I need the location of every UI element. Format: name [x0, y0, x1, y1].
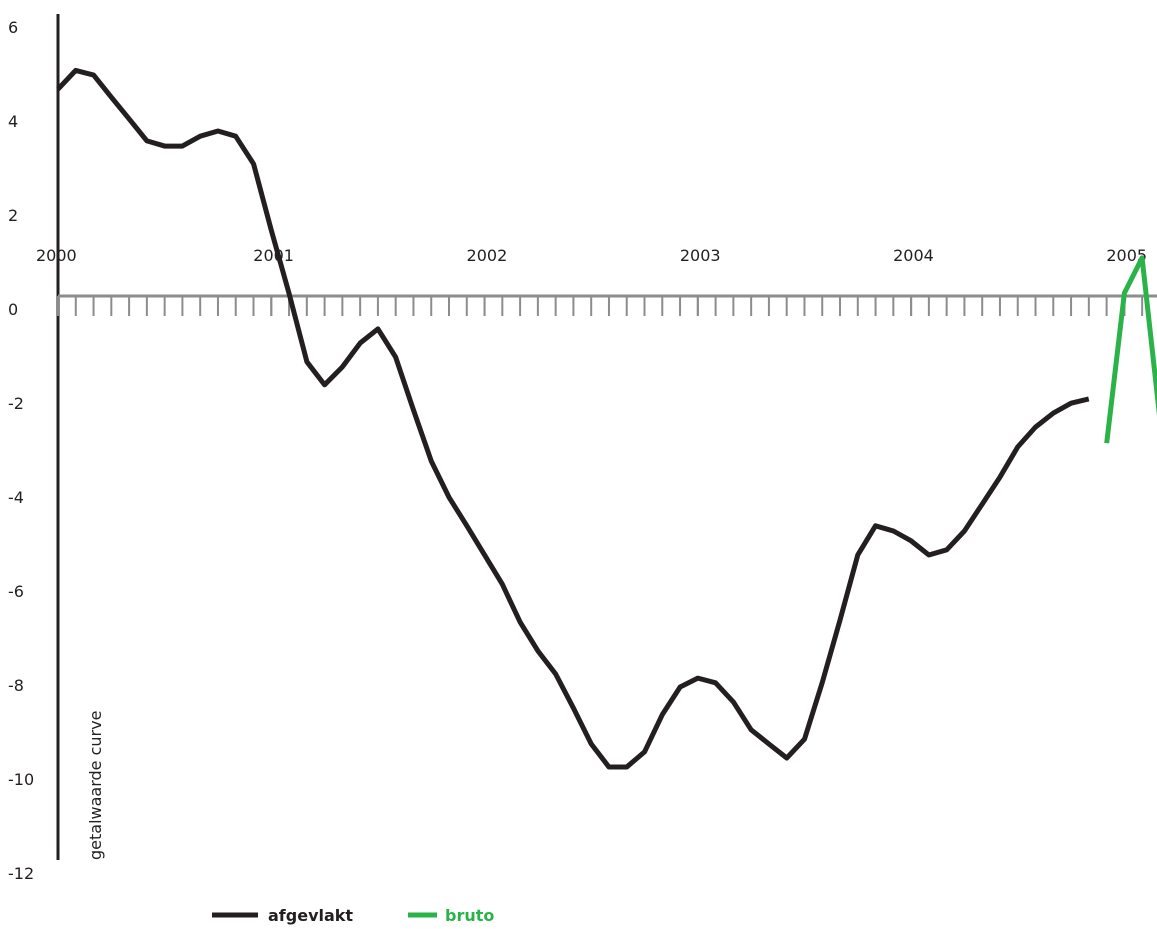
- x-tick-label: 2004: [893, 246, 934, 265]
- x-tick-label: 2002: [467, 246, 508, 265]
- y-tick-label: -6: [8, 582, 24, 601]
- y-tick-label: -12: [8, 864, 34, 883]
- x-tick-label: 2003: [680, 246, 721, 265]
- legend-label: bruto: [445, 906, 494, 925]
- line: [1104, 255, 1157, 444]
- legend-label: afgevlakt: [268, 906, 353, 925]
- y-tick-label: 4: [8, 112, 18, 131]
- x-tick-label: 2000: [36, 246, 77, 265]
- y-axis-label: getalwaarde curve: [86, 711, 105, 860]
- y-tick-label: -4: [8, 488, 24, 507]
- y-tick-label: -2: [8, 394, 24, 413]
- y-tick-label: 2: [8, 206, 18, 225]
- x-tick-label: 2005: [1106, 246, 1147, 265]
- x-tick-label: 2001: [253, 246, 294, 265]
- y-tick-label: -10: [8, 770, 34, 789]
- line: [56, 67, 1090, 770]
- y-tick-label: -8: [8, 676, 24, 695]
- y-tick-label: 6: [8, 18, 18, 37]
- y-tick-label: 0: [8, 300, 18, 319]
